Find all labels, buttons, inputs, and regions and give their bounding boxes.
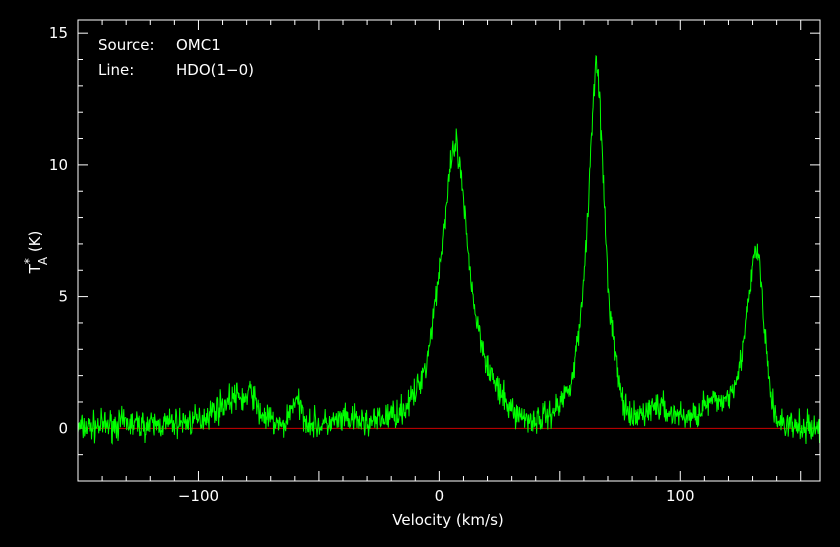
x-tick-label: −100 bbox=[178, 487, 219, 505]
y-tick-label: 0 bbox=[58, 419, 68, 437]
spectrum-series-line bbox=[77, 55, 821, 445]
y-tick-label: 15 bbox=[49, 24, 68, 42]
y-axis-label-main: T bbox=[26, 263, 44, 274]
axis-ticks bbox=[77, 20, 820, 482]
source-label: Source: bbox=[98, 36, 155, 54]
y-tick-label: 10 bbox=[49, 156, 68, 174]
plot-frame bbox=[77, 19, 821, 482]
line-value: HDO(1−0) bbox=[176, 61, 254, 79]
y-axis-label-sup: * bbox=[22, 258, 36, 264]
y-axis-label-unit: (K) bbox=[26, 231, 44, 257]
axis-tick-labels: −100 0 100 0 5 10 15 bbox=[49, 24, 695, 505]
x-axis-label: Velocity (km/s) bbox=[392, 511, 503, 529]
x-tick-label: 0 bbox=[435, 487, 445, 505]
y-axis-label-sub: A bbox=[36, 256, 50, 265]
y-axis-label: T*A (K) bbox=[22, 231, 50, 275]
x-tick-label: 100 bbox=[666, 487, 695, 505]
svg-text:T*A (K): T*A (K) bbox=[22, 231, 50, 275]
source-value: OMC1 bbox=[176, 36, 221, 54]
line-label: Line: bbox=[98, 61, 134, 79]
y-tick-label: 5 bbox=[58, 288, 68, 306]
